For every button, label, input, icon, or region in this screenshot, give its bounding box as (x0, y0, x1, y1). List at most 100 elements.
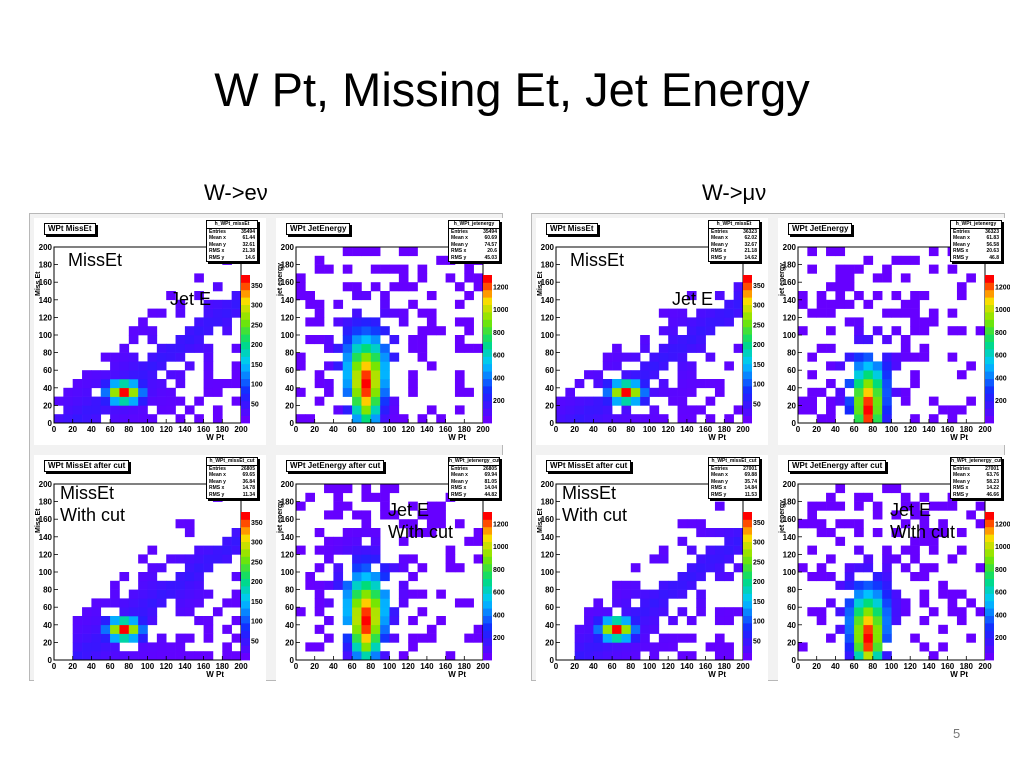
histogram-bin (361, 352, 372, 362)
histogram-bin (389, 405, 400, 415)
stats-row: Mean y 36.84 (207, 479, 257, 486)
stats-key: Mean x (711, 235, 728, 241)
histogram-bin (919, 589, 930, 599)
stats-value: 36323 (743, 228, 757, 235)
histogram-bin (203, 343, 214, 353)
histogram-bin (222, 326, 232, 336)
colorbar-segment (241, 356, 250, 365)
y-tick-label: 140 (783, 533, 797, 542)
x-tick-label: 200 (978, 425, 992, 434)
stats-value: 11.53 (744, 491, 757, 498)
y-tick-label: 140 (39, 533, 53, 542)
histogram-bin (408, 572, 418, 582)
histogram-bin (966, 510, 976, 520)
histogram-bin (593, 370, 604, 380)
histogram-bin (677, 519, 688, 529)
histogram-bin (194, 396, 204, 406)
histogram-bin (454, 299, 465, 309)
histogram-bin (380, 651, 390, 661)
histogram-bin (212, 282, 223, 292)
histogram-bin (473, 528, 484, 538)
histogram-bin (910, 414, 920, 424)
histogram-bin (658, 598, 669, 608)
colorbar-segment (483, 630, 492, 639)
histogram-bin (408, 528, 418, 538)
x-tick-label: 80 (626, 425, 635, 434)
histogram-bin (231, 545, 242, 555)
histogram-bin (602, 405, 613, 415)
y-tick-label: 160 (783, 515, 797, 524)
histogram-bin (380, 501, 390, 511)
histogram-bin (612, 624, 622, 634)
histogram-bin (352, 414, 362, 424)
histogram-bin (798, 291, 808, 301)
stats-key: RMS x (711, 485, 727, 491)
colorbar-segment (743, 312, 752, 320)
stats-key: Mean y (711, 241, 728, 248)
histogram-bin (816, 528, 827, 538)
histogram-bin (900, 352, 911, 362)
histogram-bin (677, 317, 688, 327)
histogram-bin (417, 273, 428, 283)
y-tick-label: 200 (541, 243, 555, 252)
stats-value: 46.8 (989, 254, 999, 261)
histogram-bin (194, 545, 204, 555)
histogram-bin (844, 379, 855, 389)
colorbar-segment (483, 526, 492, 535)
histogram-bin (342, 580, 353, 590)
colorbar-segment (483, 512, 492, 520)
colorbar-segment (985, 386, 994, 394)
histogram-bin (621, 414, 632, 424)
stats-row: RMS y 11.53 (709, 492, 759, 499)
histogram-bin (612, 598, 622, 608)
histogram-bin (138, 616, 148, 626)
histogram-bin (602, 624, 613, 634)
histogram-bin (370, 580, 381, 590)
histogram-bin (798, 642, 808, 652)
histogram-bin (352, 343, 362, 353)
histogram-bin (454, 317, 465, 327)
histogram-bin (658, 545, 669, 555)
histogram-bin (342, 335, 353, 345)
histogram-bin (119, 370, 130, 380)
colorbar-segment (483, 549, 492, 557)
histogram-bin (380, 299, 390, 309)
x-tick-label: 100 (643, 425, 657, 434)
x-tick-label: 40 (589, 425, 598, 434)
histogram-bin (361, 326, 372, 336)
colorbar-segment (985, 319, 994, 328)
y-tick-label: 60 (43, 366, 52, 375)
histogram-bin (333, 545, 344, 555)
histogram-bin (175, 580, 186, 590)
histogram-bin (342, 352, 353, 362)
histogram-bin (826, 343, 836, 353)
histogram-bin (668, 387, 678, 397)
colorbar-segment (985, 637, 994, 646)
colorbar-segment (483, 289, 492, 298)
histogram-bin (882, 633, 892, 643)
histogram-bin (640, 414, 650, 424)
histogram-bin (844, 624, 855, 634)
y-tick-label: 180 (541, 498, 555, 507)
stats-key: Entries (711, 228, 728, 235)
histogram-bin (72, 651, 83, 661)
histogram-bin (733, 308, 744, 318)
histogram-bin (100, 352, 111, 362)
stats-key: RMS y (451, 254, 467, 261)
histogram-bin (807, 607, 817, 617)
histogram-bin (436, 326, 446, 336)
histogram-bin (724, 308, 734, 318)
stats-row: RMS x 14.22 (951, 485, 1001, 492)
histogram-bin (398, 651, 409, 661)
histogram-bin (417, 343, 428, 353)
y-tick-label: 180 (783, 498, 797, 507)
histogram-bin (956, 528, 967, 538)
histogram-bin (166, 589, 176, 599)
histogram-bin (110, 352, 120, 362)
histogram-bin (426, 528, 437, 538)
histogram-bin (473, 536, 484, 546)
x-tick-label: 100 (383, 425, 397, 434)
histogram-bin (714, 545, 725, 555)
histogram-bin (408, 616, 418, 626)
histogram-bin (612, 616, 622, 626)
